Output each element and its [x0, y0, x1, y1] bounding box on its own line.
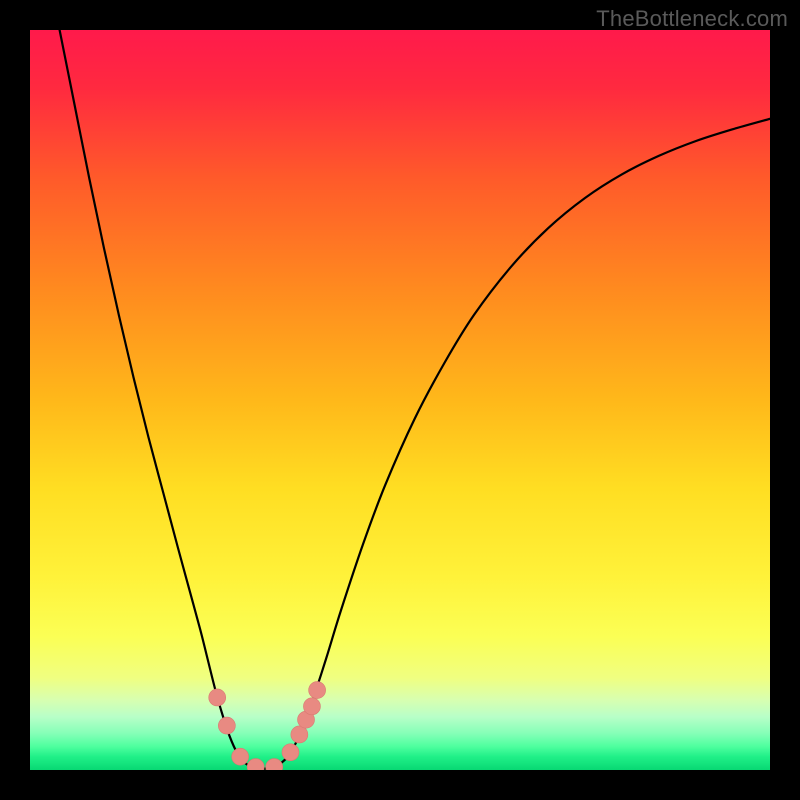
chart-svg: [30, 30, 770, 770]
valley-marker: [291, 726, 308, 743]
valley-marker: [209, 689, 226, 706]
plot-area: [30, 30, 770, 770]
valley-marker: [282, 744, 299, 761]
valley-marker: [303, 698, 320, 715]
chart-background: [30, 30, 770, 770]
valley-marker: [218, 717, 235, 734]
valley-marker: [232, 748, 249, 765]
watermark-label: TheBottleneck.com: [596, 6, 788, 32]
chart-frame: TheBottleneck.com: [0, 0, 800, 800]
valley-marker: [309, 682, 326, 699]
